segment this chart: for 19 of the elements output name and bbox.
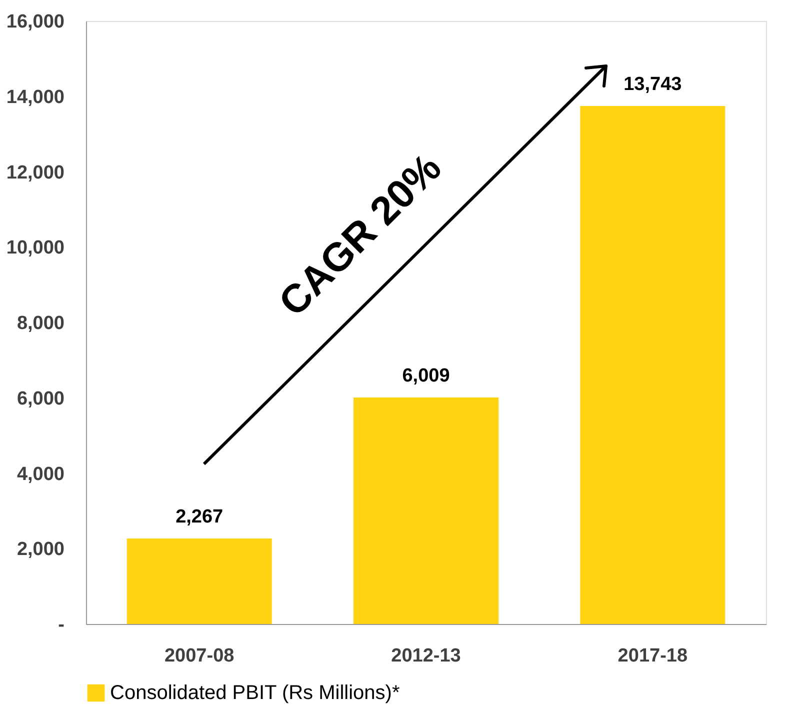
- text: 6,009: [402, 366, 450, 387]
- text: 13,743: [624, 74, 682, 96]
- y-tick-label: -: [58, 614, 64, 636]
- bar: [126, 538, 272, 624]
- legend-label: Consolidated PBIT (Rs Millions)*: [110, 682, 400, 704]
- y-tick-label: 8,000: [16, 313, 64, 334]
- y-tick-label: 12,000: [6, 162, 64, 184]
- y-tick-label: 4,000: [16, 464, 64, 485]
- y-tick-label: 14,000: [6, 86, 64, 108]
- y-tick-label: 16,000: [6, 12, 64, 32]
- y-tick-label: 6,000: [16, 388, 64, 410]
- x-tick-label: 2012-13: [391, 646, 461, 666]
- text: 2,267: [176, 506, 224, 528]
- y-tick-label: 10,000: [6, 238, 64, 259]
- x-tick-label: 2017-18: [618, 646, 688, 666]
- x-tick-label: 2007-08: [164, 646, 234, 666]
- bar: [354, 398, 498, 624]
- y-tick-label: 2,000: [16, 539, 64, 560]
- bar: [580, 106, 726, 624]
